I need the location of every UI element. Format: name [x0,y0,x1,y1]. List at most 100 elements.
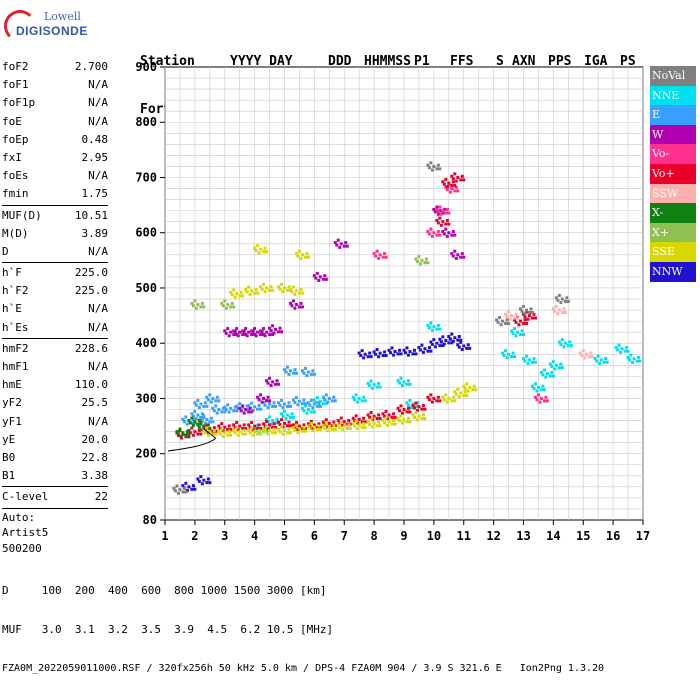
data-point-nne [405,382,409,386]
data-point-e [293,400,297,404]
data-point-w [453,249,457,253]
data-point-vo- [436,395,440,399]
data-point-nne [535,389,539,393]
data-point-sse [396,416,400,420]
data-point-e [215,411,219,415]
data-point-nne [256,423,260,427]
data-point-nne [566,344,570,348]
data-point-nnw [185,488,189,492]
data-point-e [259,407,263,411]
data-point-e [315,404,319,408]
legend-item-sse: SSE [650,242,696,262]
data-point-noval [498,316,502,320]
data-point-e [193,401,197,405]
data-point-sse [265,250,269,254]
data-point-x- [202,424,206,428]
data-point-e [293,368,297,372]
data-point-w [244,408,248,412]
data-point-sse [271,288,275,292]
data-point-vo- [366,413,370,417]
data-point-nnw [197,479,201,483]
data-point-x- [223,299,227,303]
param-value: 0.48 [81,132,109,146]
data-point-nne [559,342,563,346]
data-point-nne [414,404,418,408]
data-point-w [315,271,319,275]
data-point-nne [513,327,517,331]
data-point-e [306,370,310,374]
data-point-w [265,330,269,334]
data-point-vo- [266,427,270,431]
data-point-w [250,329,254,333]
data-point-w [459,255,463,259]
data-point-vo- [235,420,239,424]
data-point-noval [496,320,500,324]
data-point-ssw [508,317,512,321]
data-point-w [453,233,457,237]
data-point-vo- [393,415,397,419]
data-point-nnw [359,353,363,357]
data-point-vo- [202,426,206,430]
param-row: hmF2 228.6 [2,340,108,358]
data-point-vo- [360,420,364,424]
data-point-x- [199,420,203,424]
data-point-sse [221,434,225,438]
data-point-e [229,406,233,410]
x-tick-label: 10 [427,529,441,543]
data-point-sse [462,393,466,397]
data-point-w [344,241,348,245]
param-row: yE 20.0 [2,431,108,449]
data-point-nne [541,384,545,388]
x-tick-label: 2 [191,529,198,543]
data-point-ssw [510,314,514,318]
data-point-ssw [557,308,561,312]
data-point-w [241,404,245,408]
data-point-ssw [556,312,560,316]
data-point-x- [191,423,195,427]
data-point-e [196,413,200,417]
param-key: hmF2 [2,341,29,355]
data-point-w [268,399,272,403]
data-point-sse [399,414,403,418]
data-point-x- [230,301,234,305]
data-point-sse [392,418,396,422]
data-point-sse [468,385,472,389]
data-point-sse [305,252,309,256]
param-value: 25.5 [81,396,109,410]
param-key: foF1p [2,96,36,110]
data-point-vo- [445,207,449,211]
data-point-vo- [542,399,546,403]
legend-item-e: E [650,105,696,125]
data-point-w [333,241,337,245]
data-point-vo- [179,436,183,440]
data-point-sse [235,292,239,295]
data-point-nnw [375,348,379,352]
data-point-nnw [392,353,396,357]
data-point-nnw [366,355,370,359]
data-point-w [265,399,269,403]
data-point-nnw [377,355,381,359]
data-point-nnw [363,352,367,356]
param-row: yF1 N/A [2,413,108,431]
data-point-e [211,406,215,410]
legend-item-ssw: SSW [650,183,696,204]
data-point-e [217,399,221,403]
data-point-nne [401,383,404,387]
data-point-x- [418,262,422,266]
data-point-w [254,334,258,338]
x-tick-label: 8 [371,529,378,543]
data-point-w [251,329,255,333]
data-point-x- [206,423,210,427]
data-point-vo- [444,177,448,181]
data-point-noval [438,167,442,171]
data-point-noval [178,488,182,492]
data-point-sse [229,290,233,294]
data-point-x- [178,427,182,431]
data-point-vo- [441,209,445,213]
param-key: hmF1 [2,360,29,373]
data-point-nne [357,396,361,400]
data-point-vo- [523,318,527,322]
param-value: N/A [88,302,108,316]
data-point-sse [297,427,301,431]
data-point-nnw [457,345,461,349]
